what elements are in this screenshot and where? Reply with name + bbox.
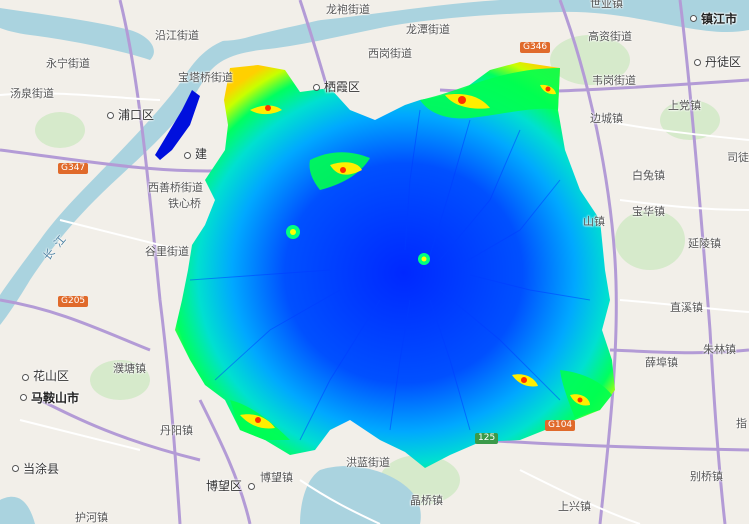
place-label-weigang[interactable]: 韦岗街道 [592, 74, 636, 87]
place-label-bowangzhen[interactable]: 博望镇 [260, 471, 293, 484]
district-label-huashan[interactable]: 花山区 [33, 369, 70, 383]
river-branch [0, 8, 154, 60]
place-label-shanzhen[interactable]: 山镇 [583, 215, 605, 228]
place-label-longpao[interactable]: 龙袍街道 [326, 3, 370, 16]
dem-overlay [155, 62, 615, 468]
city-marker-dangtu [12, 465, 19, 472]
dem-low-channel [155, 90, 200, 160]
place-label-biezhuang[interactable]: 别桥镇 [690, 470, 723, 483]
lake-west [0, 496, 35, 524]
yangtze-river [0, 0, 749, 325]
place-label-zhitang[interactable]: 指 [736, 417, 747, 430]
road-shield-g347: G347 [58, 163, 89, 174]
place-label-yongning[interactable]: 永宁街道 [46, 57, 90, 70]
place-label-huhe[interactable]: 护河镇 [75, 511, 108, 524]
place-label-yanjiang[interactable]: 沿江街道 [155, 29, 199, 42]
district-label-pukou[interactable]: 浦口区 [118, 108, 155, 122]
district-marker-jian [184, 152, 191, 159]
lake-south [300, 466, 421, 524]
district-marker-bowang [248, 483, 255, 490]
district-label-jian[interactable]: 建 [195, 147, 208, 161]
place-label-jingqiao[interactable]: 晶桥镇 [410, 494, 443, 507]
river-island [180, 8, 360, 41]
district-marker-qixia [313, 84, 320, 91]
dem-region [175, 62, 615, 468]
place-label-baitu[interactable]: 白兔镇 [632, 169, 665, 182]
city-marker-zhenjiang [690, 15, 697, 22]
district-marker-pukou [107, 112, 114, 119]
place-label-longtan[interactable]: 龙潭街道 [406, 23, 450, 36]
place-label-pitang[interactable]: 濮塘镇 [113, 362, 146, 375]
district-marker-huashan [22, 374, 29, 381]
district-marker-dantu [694, 59, 701, 66]
place-label-danyang[interactable]: 丹阳镇 [160, 424, 193, 437]
minor-roads [0, 92, 749, 524]
place-label-zhixi[interactable]: 直溪镇 [670, 301, 703, 314]
place-label-xishanqiao[interactable]: 西善桥街道 [148, 181, 203, 194]
road-shield-125: 125 [475, 433, 499, 444]
city-label-zhenjiang[interactable]: 镇江市 [701, 12, 738, 26]
place-label-shangdang[interactable]: 上党镇 [668, 99, 701, 112]
place-label-tangquan[interactable]: 汤泉街道 [10, 87, 54, 100]
place-label-guli[interactable]: 谷里街道 [145, 245, 189, 258]
place-label-xuebu[interactable]: 薛埠镇 [645, 356, 678, 369]
place-label-zhulin[interactable]: 朱林镇 [703, 343, 736, 356]
place-label-tiexin[interactable]: 铁心桥 [168, 197, 201, 210]
place-label-hongnan[interactable]: 洪蓝街道 [346, 456, 390, 469]
district-label-bowang[interactable]: 博望区 [206, 479, 243, 493]
place-label-xigang[interactable]: 西岗街道 [368, 47, 412, 60]
city-label-dangtu[interactable]: 当涂县 [23, 462, 60, 476]
place-label-biancheng[interactable]: 边城镇 [590, 112, 623, 125]
place-label-baota[interactable]: 宝塔桥街道 [178, 71, 233, 84]
road-shield-g346: G346 [520, 42, 551, 53]
place-label-baohua[interactable]: 宝华镇 [632, 205, 665, 218]
city-marker-maanshan [20, 394, 27, 401]
place-label-shiye[interactable]: 世业镇 [590, 0, 623, 10]
place-label-yanling[interactable]: 延陵镇 [688, 237, 721, 250]
road-shield-g104: G104 [545, 420, 576, 431]
place-label-gaozi[interactable]: 高资街道 [588, 30, 632, 43]
green-areas [35, 35, 720, 505]
city-label-maanshan[interactable]: 马鞍山市 [31, 391, 80, 405]
place-label-situ[interactable]: 司徒 [727, 151, 749, 164]
place-label-shangxing[interactable]: 上兴镇 [558, 500, 591, 513]
district-label-qixia[interactable]: 栖霞区 [324, 80, 361, 94]
road-shield-g205: G205 [58, 296, 89, 307]
district-label-dantu[interactable]: 丹徒区 [705, 55, 742, 69]
